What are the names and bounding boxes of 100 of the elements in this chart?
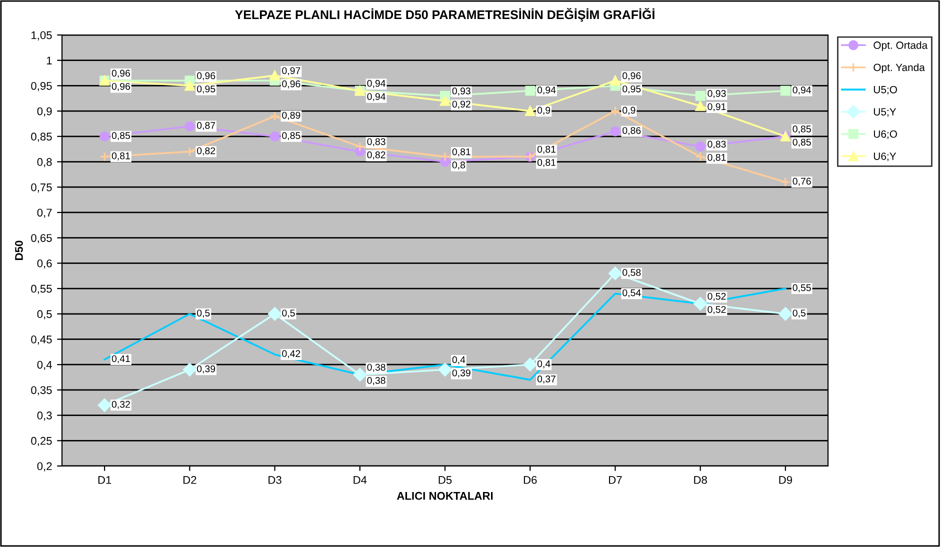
x-tick-label: D9 bbox=[779, 476, 792, 484]
data-label: 0,94 bbox=[367, 93, 386, 102]
data-label: 0,96 bbox=[112, 70, 130, 78]
point bbox=[438, 362, 452, 376]
x-tick-label: D1 bbox=[98, 476, 112, 484]
data-label: 0,89 bbox=[282, 112, 300, 120]
data-label: 0,85 bbox=[112, 132, 130, 140]
point bbox=[100, 152, 110, 162]
data-label: 0,52 bbox=[708, 292, 726, 301]
x-tick-label: D2 bbox=[183, 476, 196, 484]
data-label: 0,83 bbox=[367, 138, 386, 146]
data-label: 0,93 bbox=[452, 88, 470, 96]
point bbox=[440, 96, 450, 106]
point bbox=[780, 177, 790, 188]
point bbox=[610, 126, 620, 136]
point bbox=[270, 111, 280, 122]
data-label: 0,9 bbox=[622, 106, 636, 115]
data-label: 0,37 bbox=[537, 376, 556, 384]
data-label: 0,5 bbox=[282, 310, 295, 318]
data-label: 0,81 bbox=[452, 148, 470, 156]
point bbox=[525, 86, 536, 96]
x-tick-label: D7 bbox=[609, 476, 622, 484]
point bbox=[268, 307, 282, 321]
point bbox=[695, 152, 706, 162]
data-label: 0,94 bbox=[537, 86, 556, 95]
data-label: 0,39 bbox=[452, 369, 470, 378]
point bbox=[778, 307, 792, 321]
data-label: 0,9 bbox=[537, 106, 550, 115]
y-tick-label: 0,8 bbox=[37, 158, 52, 168]
point bbox=[270, 70, 280, 81]
data-label: 0,58 bbox=[622, 269, 641, 278]
point bbox=[780, 86, 790, 96]
y-tick-label: 0,4 bbox=[37, 360, 52, 370]
data-label: 0,85 bbox=[792, 138, 811, 147]
data-label: 0,83 bbox=[708, 140, 726, 149]
y-tick-label: 0,55 bbox=[31, 284, 52, 294]
data-label: 0,52 bbox=[708, 306, 726, 314]
x-tick-label: D6 bbox=[524, 476, 537, 484]
y-tick-label: 1 bbox=[46, 56, 52, 64]
point bbox=[694, 297, 708, 310]
y-tick-label: 0,65 bbox=[31, 234, 52, 244]
data-label: 0,95 bbox=[196, 85, 216, 94]
y-tick-label: 0,5 bbox=[37, 310, 52, 320]
legend-label: Opt. Yanda bbox=[874, 63, 925, 74]
data-label: 0,82 bbox=[367, 151, 386, 160]
point bbox=[525, 106, 536, 116]
point bbox=[270, 131, 280, 142]
point bbox=[354, 142, 365, 152]
point bbox=[184, 121, 195, 132]
point bbox=[695, 90, 706, 101]
point bbox=[100, 131, 110, 142]
data-label: 0,76 bbox=[792, 178, 811, 186]
data-label: 0,39 bbox=[196, 365, 216, 374]
data-label: 0,87 bbox=[196, 122, 216, 130]
point bbox=[608, 266, 622, 280]
data-label: 0,95 bbox=[622, 85, 641, 94]
data-label: 0,94 bbox=[792, 86, 812, 95]
y-tick-label: 0,45 bbox=[31, 336, 52, 345]
x-tick-label: D3 bbox=[268, 476, 282, 484]
y-tick-label: 0,2 bbox=[37, 462, 52, 472]
data-label: 0,4 bbox=[452, 356, 466, 364]
data-label: 0,5 bbox=[196, 310, 210, 318]
y-tick-label: 1,05 bbox=[32, 31, 52, 40]
y-tick-label: 0,9 bbox=[37, 107, 52, 117]
x-tick-label: D8 bbox=[694, 476, 707, 484]
x-tick-label: D5 bbox=[438, 476, 452, 484]
y-tick-label: 0,6 bbox=[37, 259, 52, 269]
data-label: 0,38 bbox=[367, 364, 386, 372]
point bbox=[184, 146, 195, 157]
data-label: 0,81 bbox=[708, 154, 726, 162]
data-label: 0,93 bbox=[708, 90, 726, 98]
point bbox=[353, 368, 367, 382]
x-axis-title: ALICI NOKTALARI bbox=[396, 492, 493, 500]
data-label: 0,42 bbox=[282, 350, 300, 358]
point bbox=[695, 100, 706, 111]
data-label: 0,54 bbox=[622, 289, 641, 298]
x-tick-label: D4 bbox=[354, 476, 367, 484]
point bbox=[98, 398, 112, 412]
data-label: 0,96 bbox=[282, 80, 300, 88]
point bbox=[695, 142, 706, 152]
chart-title: YELPAZE PLANLI HACİMDE D50 PARAMETRESİNİN DEĞİŞİM GRAFİĞİ bbox=[235, 8, 654, 22]
legend-label: Opt. Ortada bbox=[874, 41, 928, 51]
legend-label: U5;Y bbox=[874, 108, 896, 117]
point bbox=[184, 80, 195, 91]
point bbox=[182, 362, 196, 376]
data-label: 0,86 bbox=[622, 127, 641, 136]
point bbox=[610, 106, 620, 116]
y-tick-label: 0,7 bbox=[37, 208, 52, 218]
data-label: 0,81 bbox=[537, 159, 556, 168]
data-label: 0,81 bbox=[537, 146, 556, 154]
y-axis-title: D50 bbox=[15, 240, 23, 260]
data-label: 0,85 bbox=[792, 126, 811, 134]
data-label: 0,97 bbox=[282, 67, 300, 76]
data-label: 0,82 bbox=[196, 147, 216, 156]
data-label: 0,8 bbox=[452, 162, 466, 170]
legend-label: U5;O bbox=[874, 86, 897, 95]
data-label: 0,4 bbox=[537, 360, 550, 368]
legend-label: U6;Y bbox=[874, 152, 896, 162]
data-label: 0,81 bbox=[112, 152, 130, 160]
point bbox=[440, 152, 450, 162]
